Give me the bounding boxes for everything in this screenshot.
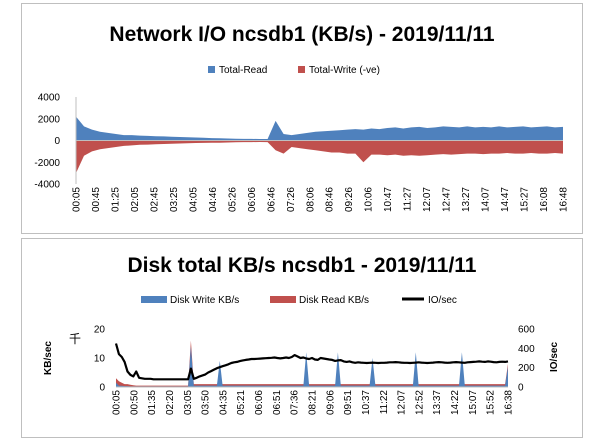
x-tick-label: 05:26 xyxy=(227,187,238,212)
x-tick-label: 06:06 xyxy=(254,390,265,415)
y2-tick-label: 0 xyxy=(518,383,524,394)
x-tick-label: 15:52 xyxy=(486,390,497,415)
y2-tick-label: 600 xyxy=(518,325,535,336)
x-tick-label: 16:48 xyxy=(559,187,570,212)
x-tick-label: 11:22 xyxy=(379,390,390,415)
x-tick-label: 11:27 xyxy=(403,187,414,212)
x-tick-label: 10:06 xyxy=(364,187,375,212)
disk-total-chart-panel: Disk total KB/s ncsdb1 - 2019/11/11 Disk… xyxy=(21,238,583,438)
x-tick-label: 01:35 xyxy=(147,390,158,415)
y2-tick-label: 200 xyxy=(518,363,535,374)
legend-label-disk-write: Disk Write KB/s xyxy=(170,295,239,306)
x-tick-label: 04:35 xyxy=(218,390,229,415)
x-tick-label: 12:07 xyxy=(422,187,433,212)
legend-swatch-disk-read xyxy=(270,296,296,303)
x-tick-label: 07:26 xyxy=(286,187,297,212)
x-tick-label: 00:05 xyxy=(72,187,83,212)
write-area xyxy=(76,140,563,174)
x-tick-label: 13:27 xyxy=(461,187,472,212)
disk-total-chart: Disk total KB/s ncsdb1 - 2019/11/11 Disk… xyxy=(43,254,560,415)
x-tick-label: 02:45 xyxy=(149,187,160,212)
chart-title: Disk total KB/s ncsdb1 - 2019/11/11 xyxy=(127,254,476,277)
x-tick-label: 10:37 xyxy=(361,390,372,415)
x-tick-label: 04:46 xyxy=(208,187,219,212)
x-tick-label: 16:38 xyxy=(504,390,515,415)
y-tick-label: -4000 xyxy=(34,180,60,191)
x-tick-label: 15:27 xyxy=(520,187,531,212)
legend: Disk Write KB/s Disk Read KB/s IO/sec xyxy=(141,295,457,306)
network-io-chart-panel: Network I/O ncsdb1 (KB/s) - 2019/11/11 T… xyxy=(21,3,583,234)
x-tick-label: 04:05 xyxy=(188,187,199,212)
x-tick-label: 03:05 xyxy=(183,390,194,415)
iosec-line xyxy=(114,343,509,381)
read-area xyxy=(76,116,563,141)
x-tick-label: 06:46 xyxy=(266,187,277,212)
legend-label-disk-read: Disk Read KB/s xyxy=(299,295,369,306)
x-tick-label: 08:06 xyxy=(305,187,316,212)
y-tick-label: 20 xyxy=(94,325,106,336)
y-tick-label: 10 xyxy=(94,354,106,365)
legend-swatch-disk-write xyxy=(141,296,167,303)
x-tick-label: 03:25 xyxy=(169,187,180,212)
legend: Total-Read Total-Write (-ve) xyxy=(208,65,380,76)
x-tick-label: 12:07 xyxy=(397,390,408,415)
x-tick-label: 00:50 xyxy=(129,390,140,415)
x-tick-label: 05:21 xyxy=(236,390,247,415)
x-tick-label: 06:51 xyxy=(272,390,283,415)
legend-label-read: Total-Read xyxy=(219,65,267,76)
x-tick-label: 14:07 xyxy=(481,187,492,212)
legend-swatch-read xyxy=(208,66,215,73)
network-io-chart: Network I/O ncsdb1 (KB/s) - 2019/11/11 T… xyxy=(34,23,570,212)
x-tick-label: 09:26 xyxy=(344,187,355,212)
y-axis-unit-marker: 千 xyxy=(69,332,81,346)
x-tick-label: 02:20 xyxy=(165,390,176,415)
y2-axis-label: IO/sec xyxy=(549,342,560,372)
x-tick-label: 00:45 xyxy=(91,187,102,212)
x-tick-label: 16:08 xyxy=(539,187,550,212)
legend-label-iosec: IO/sec xyxy=(428,295,457,306)
x-tick-label: 03:50 xyxy=(201,390,212,415)
x-tick-label: 12:52 xyxy=(414,390,425,415)
y-tick-label: 0 xyxy=(99,383,105,394)
y2-tick-label: 400 xyxy=(518,344,535,355)
x-tick-label: 15:07 xyxy=(468,390,479,415)
x-tick-label: 14:47 xyxy=(500,187,511,212)
y-axis-label: KB/sec xyxy=(43,341,54,375)
legend-swatch-write xyxy=(298,66,305,73)
y-tick-label: 0 xyxy=(54,136,60,147)
x-tick-label: 02:05 xyxy=(130,187,141,212)
x-tick-label: 07:36 xyxy=(290,390,301,415)
x-tick-label: 01:25 xyxy=(110,187,121,212)
y-tick-label: 2000 xyxy=(38,114,61,125)
x-tick-label: 08:46 xyxy=(325,187,336,212)
x-tick-label: 09:06 xyxy=(325,390,336,415)
x-tick-label: 09:51 xyxy=(343,390,354,415)
x-tick-label: 13:37 xyxy=(432,390,443,415)
disk-write-area xyxy=(116,346,508,387)
x-tick-label: 10:47 xyxy=(383,187,394,212)
x-tick-label: 08:21 xyxy=(308,390,319,415)
x-tick-label: 12:47 xyxy=(442,187,453,212)
legend-label-write: Total-Write (-ve) xyxy=(309,65,380,76)
chart-title: Network I/O ncsdb1 (KB/s) - 2019/11/11 xyxy=(109,23,494,46)
x-tick-label: 14:22 xyxy=(450,390,461,415)
y-tick-label: 4000 xyxy=(38,93,61,104)
x-tick-label: 06:06 xyxy=(247,187,258,212)
y-tick-label: -2000 xyxy=(34,158,60,169)
x-tick-label: 00:05 xyxy=(112,390,123,415)
